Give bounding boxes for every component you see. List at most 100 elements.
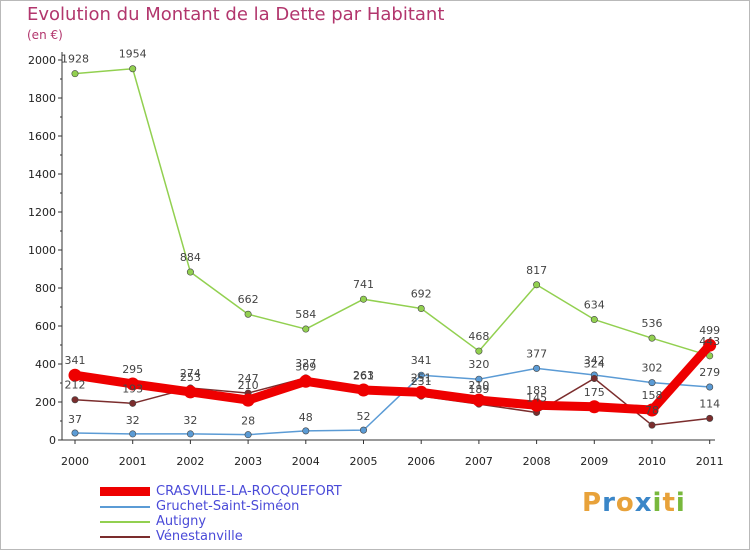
logo-letter: i (652, 488, 663, 518)
proxiti-logo[interactable]: Proxiti (582, 488, 686, 518)
data-label-series-3: 231 (411, 375, 432, 388)
data-label-series-3: 78 (645, 404, 659, 417)
data-label-series-1: 32 (126, 414, 140, 427)
y-tick-label: 1200 (28, 206, 56, 219)
data-label-series-1: 48 (299, 411, 313, 424)
legend-item-gruchet: Gruchet-Saint-Siméon (100, 499, 342, 514)
chart-title: Evolution du Montant de la Dette par Hab… (27, 4, 445, 25)
data-label-series-0: 175 (584, 386, 605, 399)
data-label-series-3: 189 (468, 383, 489, 396)
data-point-crasville (703, 338, 717, 352)
data-point-series-1 (533, 364, 541, 372)
data-point-series-1 (706, 383, 714, 391)
data-point-series-2 (648, 334, 656, 342)
data-label-series-3: 145 (526, 391, 547, 404)
data-point-series-2 (71, 70, 79, 78)
data-point-crasville (183, 385, 197, 399)
data-label-series-1: 341 (411, 354, 432, 367)
data-point-series-3 (706, 414, 714, 422)
data-label-series-0: 253 (180, 371, 201, 384)
data-point-series-1 (186, 430, 194, 438)
series-line-1 (74, 367, 711, 436)
data-label-series-2: 584 (295, 308, 316, 321)
unit-label: (en €) (27, 28, 63, 42)
data-label-series-1: 28 (241, 415, 255, 428)
logo-letter: x (634, 488, 653, 518)
y-tick-label: 800 (35, 282, 56, 295)
legend-label-venestanville: Vénestanville (156, 529, 243, 544)
data-point-series-3 (590, 374, 598, 382)
data-label-series-0: 309 (295, 360, 316, 373)
data-point-crasville (472, 393, 486, 407)
data-point-series-2 (302, 325, 310, 333)
data-label-series-0: 251 (411, 371, 432, 384)
data-label-series-0: 210 (468, 379, 489, 392)
legend-item-autigny: Autigny (100, 514, 342, 529)
y-tick-label: 400 (35, 358, 56, 371)
data-point-crasville (241, 393, 255, 407)
x-tick-label: 2003 (234, 455, 262, 468)
data-point-crasville (126, 377, 140, 391)
data-label-series-1: 302 (642, 362, 663, 375)
x-tick-label: 2006 (407, 455, 435, 468)
x-tick-label: 2010 (638, 455, 666, 468)
data-label-series-1: 37 (68, 413, 82, 426)
x-tick-label: 2009 (580, 455, 608, 468)
data-label-series-3: 247 (238, 372, 259, 385)
data-point-series-2 (186, 268, 194, 276)
y-tick-label: 1600 (28, 130, 56, 143)
y-tick-label: 1000 (28, 244, 56, 257)
legend-item-venestanville: Vénestanville (100, 529, 342, 544)
data-label-series-1: 377 (526, 347, 547, 360)
legend-item-crasville: CRASVILLE-LA-ROCQUEFORT (100, 484, 342, 499)
data-point-series-2 (706, 352, 714, 360)
data-point-series-2 (533, 281, 541, 289)
data-label-series-2: 662 (238, 293, 259, 306)
data-point-series-2 (129, 65, 137, 73)
legend-swatch-autigny (100, 520, 150, 523)
logo-letter: r (602, 488, 616, 518)
data-label-series-0: 183 (526, 384, 547, 397)
data-label-series-3: 114 (699, 397, 720, 410)
data-point-series-3 (129, 399, 137, 407)
data-point-series-2 (417, 305, 425, 313)
legend-swatch-venestanville (100, 535, 150, 538)
legend-swatch-gruchet (100, 505, 150, 508)
data-point-crasville (68, 368, 82, 382)
data-point-series-2 (244, 310, 252, 318)
x-tick-label: 2000 (61, 455, 89, 468)
data-label-series-1: 32 (183, 414, 197, 427)
data-label-series-3: 324 (584, 357, 605, 370)
data-label-series-3: 274 (180, 367, 201, 380)
data-label-series-0: 295 (122, 363, 143, 376)
data-label-series-2: 468 (468, 330, 489, 343)
legend-label-autigny: Autigny (156, 514, 207, 529)
x-tick-label: 2011 (696, 455, 724, 468)
legend-swatch-crasville (100, 487, 150, 496)
x-tick-label: 2007 (465, 455, 493, 468)
logo-letter: P (582, 488, 603, 518)
logo-letter: o (615, 488, 635, 518)
data-point-crasville (530, 398, 544, 412)
data-label-series-1: 320 (468, 358, 489, 371)
data-point-series-1 (71, 429, 79, 437)
data-point-crasville (299, 374, 313, 388)
data-label-series-2: 536 (642, 317, 663, 330)
legend-label-gruchet: Gruchet-Saint-Siméon (156, 499, 300, 514)
data-point-series-2 (359, 295, 367, 303)
data-label-series-0: 210 (238, 379, 259, 392)
data-label-series-0: 263 (353, 369, 374, 382)
data-label-series-2: 741 (353, 278, 374, 291)
data-label-series-2: 692 (411, 288, 432, 301)
x-tick-label: 2005 (350, 455, 378, 468)
series-line-0 (70, 340, 715, 415)
data-label-series-1: 342 (584, 354, 605, 367)
x-tick-label: 2008 (523, 455, 551, 468)
data-label-series-3: 261 (353, 369, 374, 382)
data-point-series-1 (129, 430, 137, 438)
data-label-series-2: 634 (584, 299, 605, 312)
x-tick-label: 2004 (292, 455, 320, 468)
data-point-crasville (357, 383, 370, 397)
data-label-series-1: 279 (699, 366, 720, 379)
